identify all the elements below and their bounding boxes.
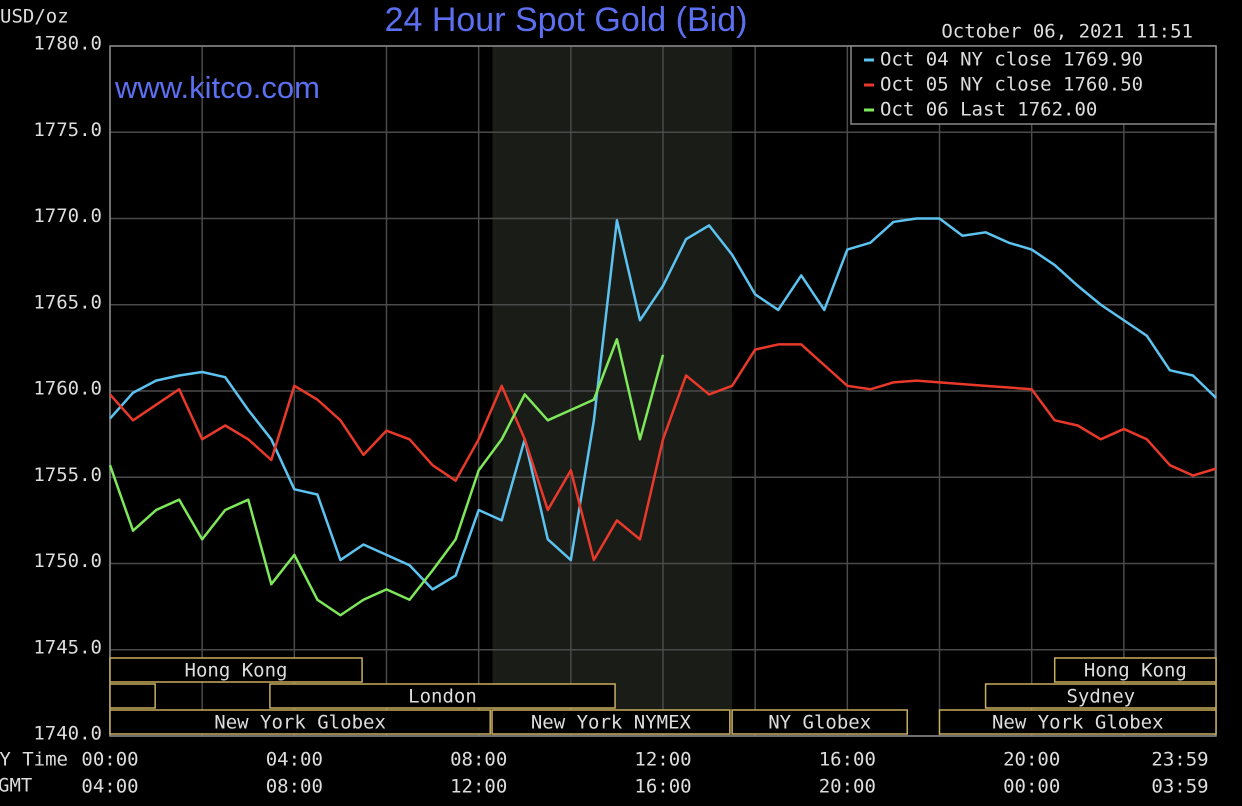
legend-label: Oct 04 NY close 1769.90 [880,49,1143,71]
y-tick-label: 1740.0 [33,723,102,745]
plot-frame [109,45,1217,737]
series-line [109,217,1217,591]
x-tick-label: 23:59 [1151,749,1208,771]
x2-tick-label: 04:00 [81,776,138,798]
session-bar [109,657,363,683]
y-tick-label: 1765.0 [33,291,102,313]
session-label: Hong Kong [1084,660,1187,682]
series-line [108,338,665,617]
x2-tick-label: 03:59 [1151,776,1208,798]
session-bar [938,709,1217,735]
legend-label: Oct 05 NY close 1760.50 [880,74,1143,96]
y-tick-label: 1770.0 [33,205,102,227]
x2-tick-label: 20:00 [819,776,876,798]
x-tick-label: 00:00 [81,749,138,771]
session-label: London [408,686,477,708]
session-label: New York Globex [992,712,1164,734]
y-axis-label: USD/oz [0,6,69,28]
y-tick-label: 1750.0 [33,550,102,572]
session-bar [109,683,156,709]
y-tick-label: 1780.0 [33,33,102,55]
y-tick-label: 1755.0 [33,464,102,486]
x2-axis-label: GMT [0,775,32,797]
subtitle: www.kitco.com [114,70,320,105]
session-bar [491,709,731,735]
x-axis-label: NY Time [0,749,68,771]
x2-tick-label: 00:00 [1003,776,1060,798]
x2-tick-label: 12:00 [450,776,507,798]
x-tick-label: 08:00 [450,749,507,771]
x2-tick-label: 08:00 [266,776,323,798]
session-label: NY Globex [768,712,871,734]
session-bar [109,709,491,735]
session-label: Hong Kong [185,660,288,682]
session-bar [1053,657,1217,683]
chart-title: 24 Hour Spot Gold (Bid) [385,1,748,39]
session-bar [269,683,616,709]
x-tick-label: 12:00 [634,749,691,771]
x-tick-label: 20:00 [1003,749,1060,771]
y-tick-label: 1775.0 [33,119,102,141]
session-label: New York NYMEX [531,712,692,734]
x2-tick-label: 16:00 [634,776,691,798]
x-tick-label: 16:00 [819,749,876,771]
session-label: New York Globex [214,712,386,734]
legend-box [850,45,1217,125]
session-bar [731,709,908,735]
y-tick-label: 1745.0 [33,636,102,658]
session-label: Sydney [1066,686,1135,708]
legend-label: Oct 06 Last 1762.00 [880,99,1097,121]
session-bar [984,683,1217,709]
x-tick-label: 04:00 [266,749,323,771]
y-tick-label: 1760.0 [33,378,102,400]
series-line [109,343,1217,562]
timestamp: October 06, 2021 11:51 [941,21,1193,43]
